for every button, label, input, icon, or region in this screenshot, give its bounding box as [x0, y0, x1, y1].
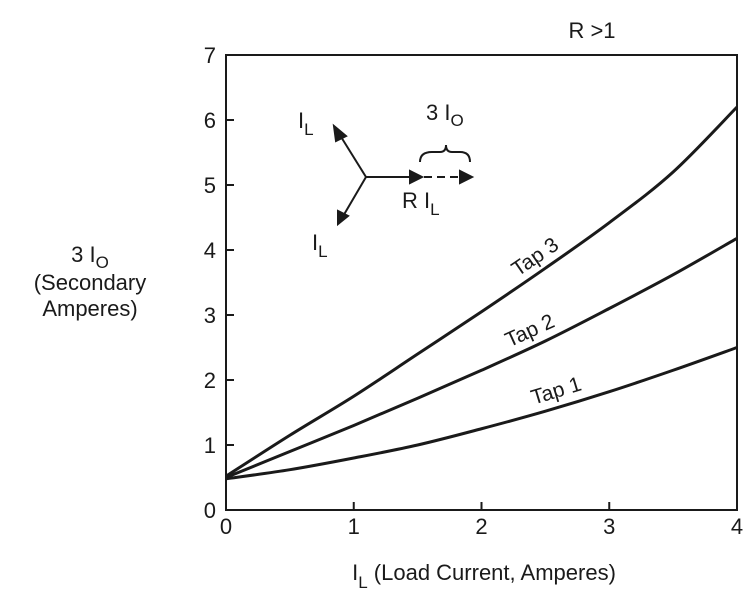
y-axis-ticks: 0 1 2 3 4 5 6 7: [204, 43, 234, 523]
x-tick-label: 0: [220, 514, 232, 539]
y-tick-label: 3: [204, 303, 216, 328]
phasor-right-arrowhead: [409, 169, 425, 185]
series-line-tap-2: [225, 236, 738, 479]
y-tick-label: 0: [204, 498, 216, 523]
y-axis-label-line3: Amperes): [42, 296, 137, 321]
x-tick-label: 1: [348, 514, 360, 539]
phasor-top-label: 3 IO: [426, 100, 464, 130]
y-axis-label-line2: (Secondary: [34, 270, 147, 295]
y-tick-label: 6: [204, 108, 216, 133]
series-line-tap-1: [225, 346, 738, 481]
x-tick-label: 2: [475, 514, 487, 539]
series-label: Tap 2: [502, 310, 558, 352]
series-line-tap-3: [225, 105, 739, 478]
phasor-down: [341, 176, 367, 219]
y-tick-label: 5: [204, 173, 216, 198]
x-tick-label: 4: [731, 514, 743, 539]
phasor-diagram: [332, 123, 475, 227]
y-tick-label: 1: [204, 433, 216, 458]
y-axis-label-line1: 3 IO: [71, 242, 109, 272]
y-tick-label: 4: [204, 238, 216, 263]
x-tick-label: 3: [603, 514, 615, 539]
x-axis-label: IL (Load Current, Amperes): [352, 560, 616, 592]
phasor-up-arrowhead: [332, 123, 348, 143]
chart-title: R >1: [568, 18, 615, 43]
y-tick-label: 2: [204, 368, 216, 393]
phasor-down-label: IL: [312, 230, 328, 261]
residual-brace: [419, 144, 471, 163]
residual-arrowhead: [459, 169, 475, 185]
series-label: Tap 1: [528, 373, 584, 410]
y-tick-label: 7: [204, 43, 216, 68]
phasor-up: [337, 131, 367, 178]
phasor-down-arrowhead: [337, 209, 350, 227]
phasor-right-label: R IL: [402, 188, 440, 219]
x-axis-ticks: 0 1 2 3 4: [220, 502, 743, 539]
y-axis-label: 3 IO (Secondary Amperes): [34, 242, 147, 321]
phasor-up-label: IL: [298, 108, 314, 139]
